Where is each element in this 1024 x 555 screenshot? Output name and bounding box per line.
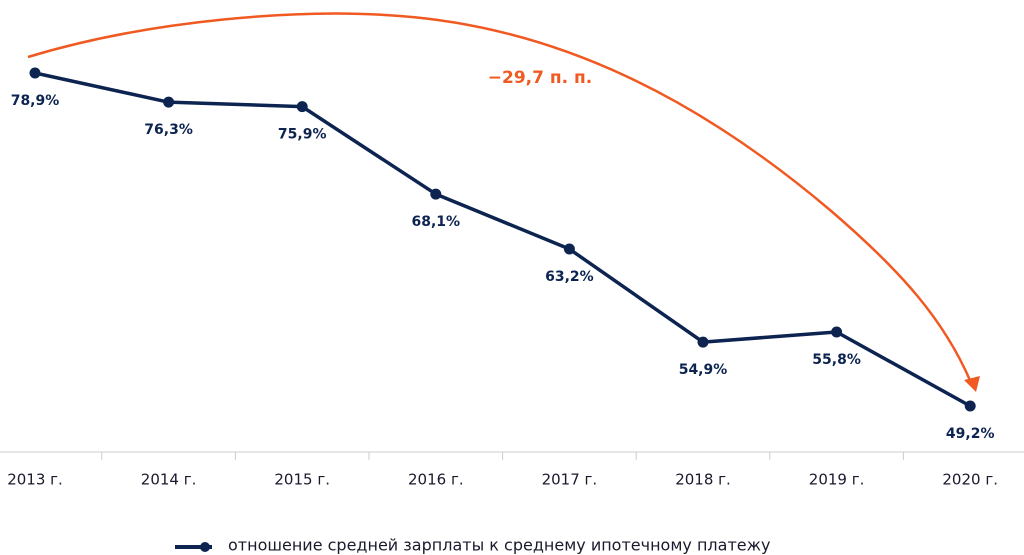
x-tick-label: 2017 г.	[542, 471, 598, 489]
value-label: 78,9%	[11, 93, 60, 109]
legend-label: отношение средней зарплаты к среднему ип…	[228, 536, 771, 555]
x-tick-label: 2013 г.	[7, 471, 63, 489]
data-point	[563, 243, 575, 255]
value-label: 68,1%	[412, 214, 461, 230]
trend-arrow	[27, 12, 974, 386]
x-tick-label: 2016 г.	[408, 471, 464, 489]
data-point	[831, 326, 843, 338]
x-tick-label: 2020 г.	[942, 471, 998, 489]
data-point	[296, 101, 308, 113]
x-tick-label: 2018 г.	[675, 471, 731, 489]
value-label: 76,3%	[144, 122, 193, 138]
value-label: 55,8%	[812, 352, 861, 368]
value-label: 54,9%	[679, 362, 728, 378]
data-point	[29, 67, 41, 79]
value-label: 63,2%	[545, 269, 594, 285]
value-label: 75,9%	[278, 127, 327, 143]
value-label: 49,2%	[946, 426, 995, 442]
annotation: −29,7 п. п.	[488, 68, 592, 88]
data-line	[34, 71, 972, 408]
legend: отношение средней зарплаты к среднему ип…	[175, 536, 771, 555]
x-tick-label: 2015 г.	[274, 471, 330, 489]
data-point	[697, 336, 709, 348]
data-point	[430, 188, 442, 200]
data-point	[964, 400, 976, 412]
trend-arrowhead	[964, 376, 980, 392]
x-tick-label: 2014 г.	[141, 471, 197, 489]
x-tick-label: 2019 г.	[809, 471, 865, 489]
legend-marker	[200, 542, 210, 552]
data-point	[163, 96, 175, 108]
